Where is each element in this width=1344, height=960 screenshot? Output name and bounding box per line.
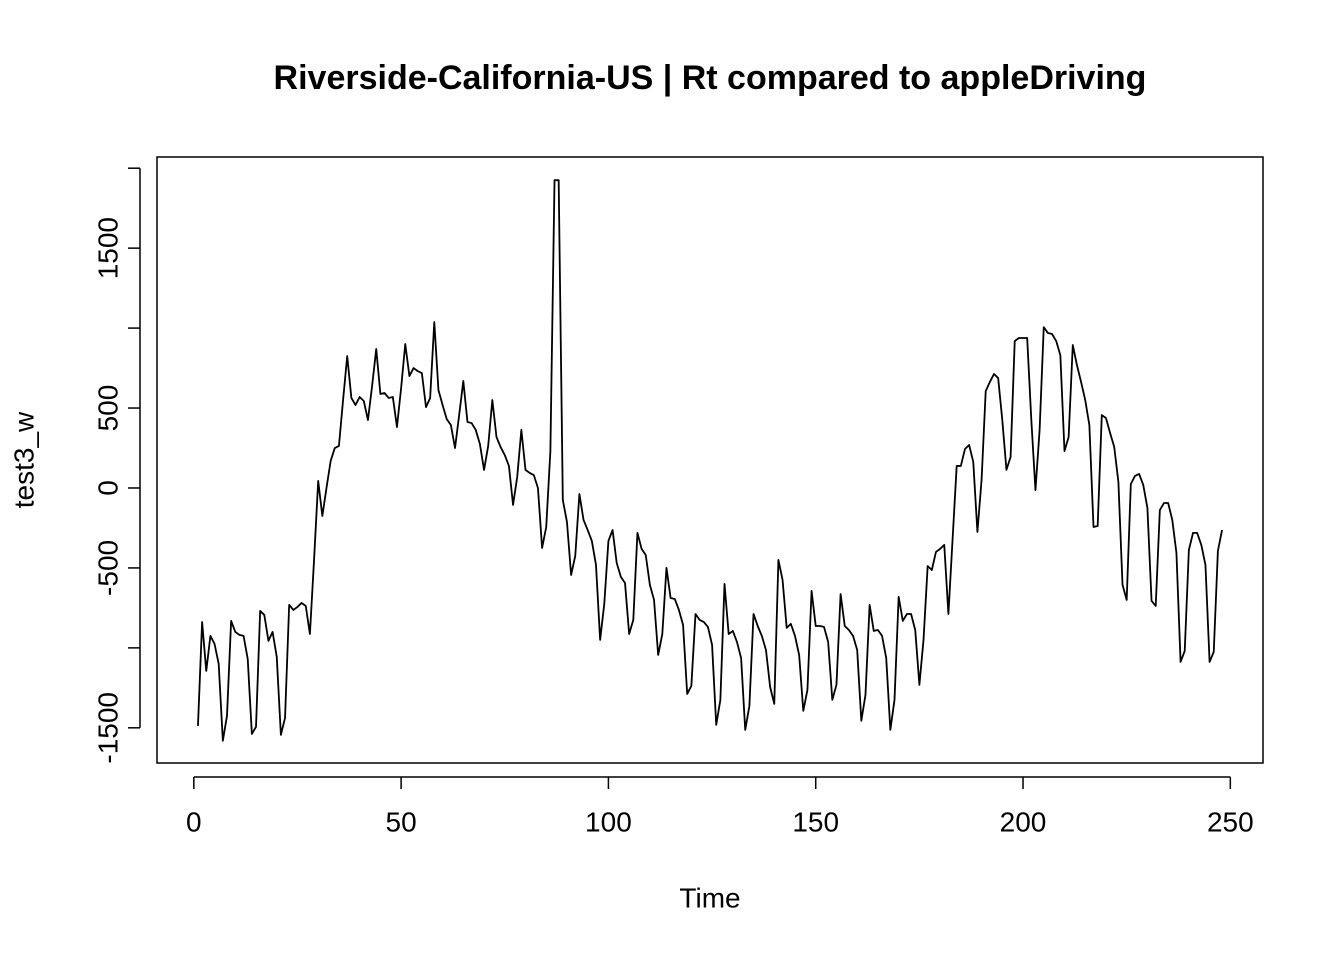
chart-title: Riverside-California-US | Rt compared to…	[274, 59, 1147, 97]
x-tick-label: 200	[1000, 806, 1047, 837]
plot-box	[156, 156, 1264, 764]
y-tick-label: 1500	[92, 217, 123, 279]
y-axis-label: test3_w	[8, 411, 39, 508]
x-tick-label: 250	[1207, 806, 1254, 837]
y-tick-label: -1500	[92, 692, 123, 764]
x-axis-label: Time	[679, 882, 740, 913]
x-tick-label: 150	[792, 806, 839, 837]
x-tick-label: 100	[585, 806, 632, 837]
series-line	[197, 179, 1223, 742]
y-tick-label: -500	[92, 540, 123, 596]
x-tick-label: 50	[386, 806, 417, 837]
y-tick-label: 500	[92, 385, 123, 432]
y-tick-label: 0	[92, 480, 123, 496]
x-tick-label: 0	[186, 806, 202, 837]
